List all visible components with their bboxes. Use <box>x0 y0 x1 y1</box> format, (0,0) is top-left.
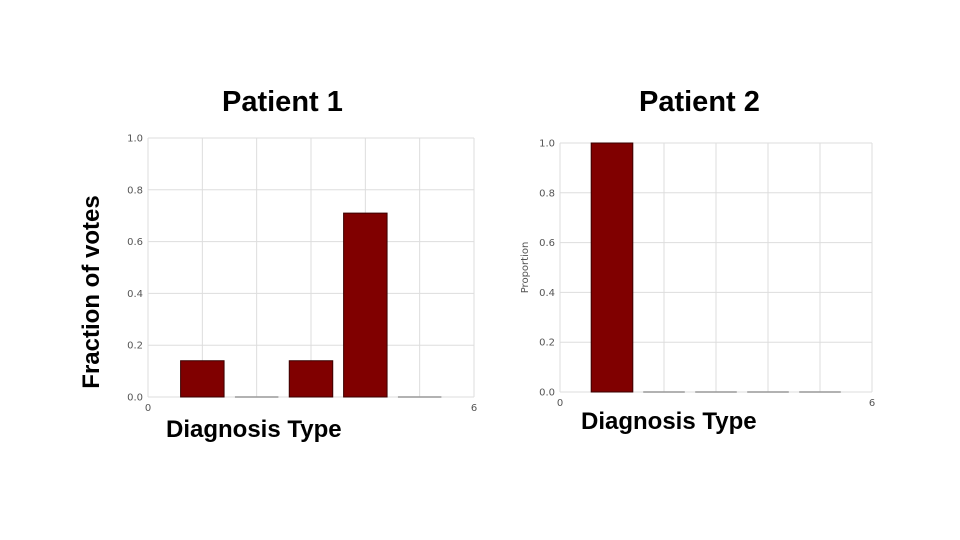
chart-2-small-y-axis-label: Proportion <box>520 242 531 294</box>
chart-1-y-tick-label: 0.4 <box>127 289 143 300</box>
chart-2-x-tick-label: 6 <box>869 398 875 409</box>
chart-1-y-tick-label: 1.0 <box>127 134 143 145</box>
chart-1-bar <box>288 360 334 398</box>
chart-1-x-axis-label: Diagnosis Type <box>166 416 342 443</box>
chart-2-y-tick-label: 0.4 <box>539 288 555 299</box>
chart-1-y-tick-label: 0.0 <box>127 393 143 404</box>
chart-2-x-tick-label: 0 <box>557 398 563 409</box>
chart-1-bar <box>180 360 225 398</box>
chart-1-title: Patient 1 <box>222 86 343 118</box>
chart-2-y-tick-label: 0.6 <box>539 238 555 249</box>
chart-1-bar <box>343 212 388 398</box>
chart-2-title: Patient 2 <box>639 86 760 118</box>
chart-2-y-tick-label: 1.0 <box>539 139 555 150</box>
chart-2-y-tick-label: 0.8 <box>539 188 555 199</box>
chart-2-x-axis-label: Diagnosis Type <box>581 408 757 435</box>
chart-2-bar <box>590 142 634 393</box>
chart-1-x-tick-label: 0 <box>145 403 151 414</box>
chart-1-y-tick-label: 0.8 <box>127 185 143 196</box>
chart-1-y-tick-label: 0.2 <box>127 341 143 352</box>
chart-2-y-tick-label: 0.0 <box>539 388 555 399</box>
chart-1-y-tick-label: 0.6 <box>127 237 143 248</box>
chart-2-y-tick-label: 0.2 <box>539 338 555 349</box>
chart-1-x-tick-label: 6 <box>471 403 477 414</box>
